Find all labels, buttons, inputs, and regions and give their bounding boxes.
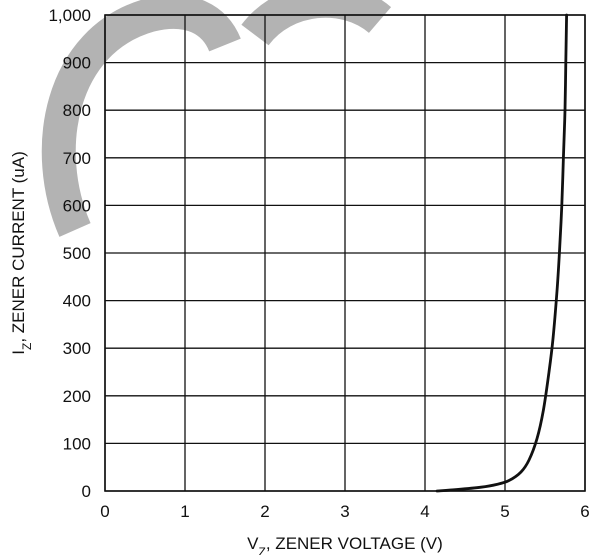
grid <box>104 14 586 492</box>
y-tick-label-8: 800 <box>63 101 91 120</box>
x-tick-label-4: 4 <box>420 502 429 521</box>
y-axis-ticks: 0 100 200 300 400 500 600 700 800 900 1,000 <box>48 6 91 501</box>
y-tick-label-9: 900 <box>63 54 91 73</box>
x-tick-label-5: 5 <box>500 502 509 521</box>
y-tick-label-2: 200 <box>63 387 91 406</box>
x-tick-label-3: 3 <box>340 502 349 521</box>
y-tick-label-6: 600 <box>63 196 91 215</box>
x-tick-label-0: 0 <box>100 502 109 521</box>
x-tick-label-1: 1 <box>180 502 189 521</box>
x-tick-label-2: 2 <box>260 502 269 521</box>
zener-curve-series-0 <box>435 13 568 493</box>
series-group <box>435 13 568 493</box>
plot-area-frame <box>104 14 586 492</box>
y-tick-label-7: 700 <box>63 149 91 168</box>
y-tick-label-1: 100 <box>63 434 91 453</box>
watermark-logo <box>41 0 392 237</box>
y-tick-label-4: 400 <box>63 292 91 311</box>
x-axis-ticks: 0 1 2 3 4 5 6 <box>100 502 589 521</box>
y-tick-label-10: 1,000 <box>48 6 91 25</box>
y-tick-label-0: 0 <box>82 482 91 501</box>
y-tick-label-5: 500 <box>63 244 91 263</box>
y-tick-label-3: 300 <box>63 339 91 358</box>
y-axis-title: IZ, ZENER CURRENT (uA) <box>9 151 34 355</box>
x-tick-label-6: 6 <box>580 502 589 521</box>
x-axis-title: VZ, ZENER VOLTAGE (V) <box>247 534 443 555</box>
